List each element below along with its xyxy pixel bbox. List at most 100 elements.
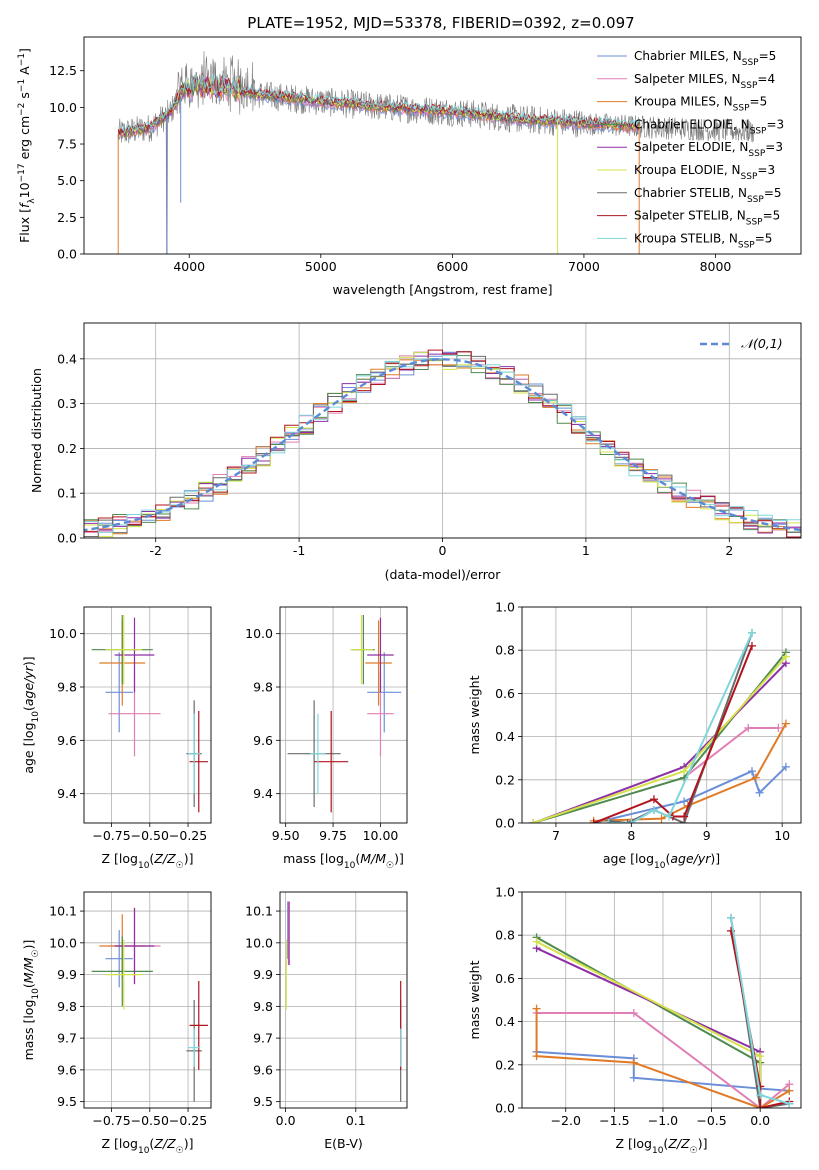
legend-entry: Chabrier MILES, NSSP=5 <box>634 49 776 68</box>
axes-frame <box>83 606 212 824</box>
y-tick-label: 0.0 <box>495 816 515 831</box>
series-line <box>533 651 787 823</box>
axes-frame <box>521 606 802 824</box>
errorbar-salpeter-stelib <box>314 711 349 813</box>
series-kroupa-stelib <box>604 628 756 823</box>
legend-entry: Chabrier STELIB, NSSP=5 <box>634 186 782 205</box>
errorbar-kroupa-elodie <box>105 939 143 1010</box>
errorbar-salpeter-elodie <box>114 617 155 693</box>
series-model-kroupa-stelib <box>117 73 640 133</box>
errorbar-kroupa-stelib <box>188 713 201 794</box>
legend-entry: Kroupa STELIB, NSSP=5 <box>634 231 772 250</box>
axes-frame <box>279 891 408 1109</box>
y-tick-label: 9.8 <box>57 680 77 695</box>
x-tick-label: −0.50 <box>131 1113 169 1128</box>
chart-age_vs_Z: −0.75 −0.50 −0.25 9.4 9.6 9.8 10.0 Z [log10(Z/Z… <box>21 606 212 871</box>
x-tick-label: −0.25 <box>169 828 207 843</box>
x-axis-label: mass [log10(M/M☉)] <box>283 851 404 871</box>
x-tick-label: 10 <box>774 828 790 843</box>
series-data-spectrum <box>117 51 756 254</box>
series-line <box>593 645 753 823</box>
errorbar-kroupa-stelib <box>310 713 326 794</box>
y-tick-label: 9.7 <box>253 1031 273 1046</box>
axes-frame <box>279 606 408 824</box>
legend-entry: Kroupa ELODIE, NSSP=3 <box>634 163 775 182</box>
y-tick-label: 9.9 <box>253 967 273 982</box>
y-tick-label: 0.3 <box>57 396 77 411</box>
legend-entry: Salpeter STELIB, NSSP=5 <box>634 209 780 228</box>
y-tick-label: 10.0 <box>245 935 273 950</box>
y-tick-label: 0.4 <box>57 351 77 366</box>
series-chabrier-elodie <box>529 648 790 823</box>
y-tick-label: 0.0 <box>495 1101 515 1116</box>
legend-entry: Chabrier ELODIE, NSSP=3 <box>634 117 784 136</box>
y-tick-label: 1.0 <box>495 600 515 615</box>
axes-frame <box>521 891 802 1109</box>
y-axis-label: mass [log10(M/M☉)] <box>21 940 41 1061</box>
y-tick-label: 9.7 <box>57 1031 77 1046</box>
x-tick-label: −0.5 <box>696 1113 726 1128</box>
y-tick-label: 10.1 <box>49 904 77 919</box>
x-tick-label: 0.0 <box>276 1113 296 1128</box>
figure-title: PLATE=1952, MJD=53378, FIBERID=0392, z=0… <box>247 14 634 32</box>
x-tick-label: -2 <box>149 543 161 558</box>
x-axis-label: (data-model)/error <box>385 567 502 582</box>
series-kroupa-elodie <box>529 652 790 823</box>
y-tick-label: 10.1 <box>245 904 273 919</box>
legend-entry: Salpeter ELODIE, NSSP=3 <box>634 140 783 159</box>
x-axis-label: age [log10(age/yr)] <box>603 851 720 871</box>
series-kroupa-stelib <box>727 913 794 1108</box>
errorbar-salpeter-stelib <box>189 980 208 1070</box>
y-tick-label: 0.2 <box>495 772 515 787</box>
x-tick-label: 4000 <box>173 259 205 274</box>
y-tick-label: 9.8 <box>253 680 273 695</box>
y-tick-label: 10.0 <box>245 626 273 641</box>
x-tick-label: 9.50 <box>272 828 300 843</box>
y-tick-label: 9.8 <box>57 999 77 1014</box>
y-tick-label: 10.0 <box>49 935 77 950</box>
y-tick-label: 0.2 <box>57 441 77 456</box>
normal-curve <box>84 358 801 532</box>
y-tick-label: 0.8 <box>495 643 515 658</box>
chart-spectrum: 4000 5000 6000 7000 8000 0.0 2.5 5.0 7.5 10.0 12.5… <box>17 36 802 297</box>
series-salpeter-elodie <box>529 659 790 823</box>
plot-area <box>280 892 407 1108</box>
chart-mass_vs_Z: −0.75 −0.50 −0.25 9.5 9.6 9.7 9.8 9.9 10.0 10.1 Z … <box>21 891 212 1156</box>
y-tick-label: 9.6 <box>253 733 273 748</box>
series-line <box>536 1011 790 1108</box>
errorbar-chabrier-elodie <box>91 936 153 1007</box>
errorbar-kroupa-stelib <box>188 1028 201 1067</box>
y-axis-label: mass weight <box>467 960 482 1039</box>
series-chabrier-stelib <box>604 628 756 823</box>
x-tick-label: 6000 <box>436 259 468 274</box>
x-tick-label: −1.5 <box>599 1113 629 1128</box>
x-tick-label: 0.1 <box>346 1113 366 1128</box>
chart-massweight_vs_age: 7 8 9 10 0.0 0.2 0.4 0.6 0.8 1.0 age [log10(age/yr… <box>467 600 802 871</box>
chart-residuals: -2 -1 0 1 2 0.0 0.1 0.2 0.3 0.4 (data-model)/error… <box>29 322 802 582</box>
y-axis-label: Flux [fλ10−17 erg cm−2 s−1 A−1] <box>17 48 37 243</box>
histogram-kroupa-stelib <box>84 354 801 537</box>
plot-area <box>117 51 756 254</box>
y-tick-label: 9.6 <box>253 1062 273 1077</box>
x-tick-label: 10.00 <box>363 828 399 843</box>
series-salpeter-miles <box>532 1008 794 1108</box>
errorbar-chabrier-miles <box>105 930 133 988</box>
x-axis-label: Z [log10(Z/Z☉)] <box>616 1136 708 1156</box>
x-tick-label: 0 <box>439 543 447 558</box>
plot-area <box>522 607 801 823</box>
x-axis-label: wavelength [Angstrom, rest frame] <box>332 282 552 297</box>
plot-area <box>84 323 801 538</box>
y-tick-label: 9.9 <box>57 967 77 982</box>
x-tick-label: 8000 <box>700 259 732 274</box>
x-tick-label: 5000 <box>305 259 337 274</box>
y-tick-label: 0.6 <box>495 971 515 986</box>
y-tick-label: 10.0 <box>49 626 77 641</box>
y-tick-label: 12.5 <box>49 63 77 78</box>
errorbar-salpeter-elodie <box>367 617 394 693</box>
y-tick-label: 0.1 <box>57 486 77 501</box>
x-tick-label: −0.25 <box>169 1113 207 1128</box>
series-salpeter-miles <box>680 723 783 782</box>
chart-massweight_vs_Z: −2.0 −1.5 −1.0 −0.5 0.0 0.0 0.2 0.4 0.6 0.8 1.0 Z [… <box>467 885 802 1156</box>
x-tick-label: −0.50 <box>131 828 169 843</box>
chart-mass_vs_ebv: 0.0 0.1 9.5 9.6 9.7 9.8 9.9 10.0 10.1 E(B-V) <box>245 891 408 1151</box>
